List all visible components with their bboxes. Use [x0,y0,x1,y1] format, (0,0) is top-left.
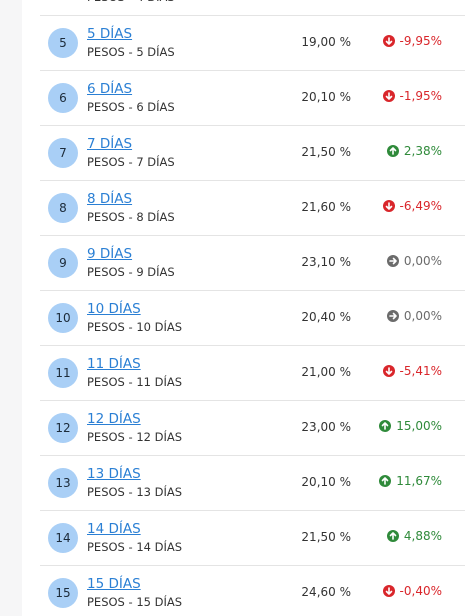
row-subtitle: PESOS - 4 DÍAS [87,0,175,4]
term-link[interactable]: 13 DÍAS [87,466,141,482]
change-cell: -1,95% [382,89,442,103]
trend-icon [386,530,399,542]
change-cell: -0,40% [382,584,442,598]
list-row: PESOS - 4 DÍAS [40,0,465,16]
change-cell: 0,00% [386,254,442,268]
trend-icon [382,200,395,212]
change-cell: -5,41% [382,364,442,378]
rate-value: 19,00 % [301,35,351,49]
term-link[interactable]: 11 DÍAS [87,356,141,372]
trend-icon [379,420,392,432]
trend-icon [382,585,395,597]
term-link[interactable]: 15 DÍAS [87,576,141,592]
rank-badge: 11 [48,358,78,388]
rate-value: 21,50 % [301,530,351,544]
change-value: -0,40% [399,584,442,598]
row-subtitle: PESOS - 11 DÍAS [87,375,183,389]
change-value: 0,00% [403,309,442,323]
row-subtitle: PESOS - 7 DÍAS [87,155,175,169]
change-value: -5,41% [399,364,442,378]
rate-value: 20,40 % [301,310,351,324]
rate-value: 23,00 % [301,420,351,434]
trend-icon [386,310,399,322]
change-value: -9,95% [399,34,442,48]
term-link[interactable]: 5 DÍAS [87,26,133,42]
term-link[interactable]: 9 DÍAS [87,246,133,262]
rate-value: 20,10 % [301,90,351,104]
rate-value: 21,00 % [301,365,351,379]
list-row: 13 13 DÍAS PESOS - 13 DÍAS 20,10 % 11,67% [40,456,465,511]
list-row: 7 7 DÍAS PESOS - 7 DÍAS 21,50 % 2,38% [40,126,465,181]
change-value: 11,67% [396,474,442,488]
row-subtitle: PESOS - 9 DÍAS [87,265,175,279]
list-row: 9 9 DÍAS PESOS - 9 DÍAS 23,10 % 0,00% [40,236,465,291]
row-subtitle: PESOS - 8 DÍAS [87,210,175,224]
list-panel: PESOS - 4 DÍAS 5 5 DÍAS PESOS - 5 DÍAS 19,00… [22,0,465,616]
row-subtitle: PESOS - 12 DÍAS [87,430,183,444]
rank-badge: 12 [48,413,78,443]
term-link[interactable]: 12 DÍAS [87,411,141,427]
rank-badge: 15 [48,578,78,608]
rate-value: 21,60 % [301,200,351,214]
rank-badge: 5 [48,28,78,58]
change-cell: 2,38% [386,144,442,158]
rate-value: 20,10 % [301,475,351,489]
rate-value: 23,10 % [301,255,351,269]
change-cell: -6,49% [382,199,442,213]
trend-icon [379,475,392,487]
list-row: 5 5 DÍAS PESOS - 5 DÍAS 19,00 % -9,95% [40,16,465,71]
row-subtitle: PESOS - 13 DÍAS [87,485,183,499]
trend-icon [386,255,399,267]
term-link[interactable]: 6 DÍAS [87,81,133,97]
rank-badge: 13 [48,468,78,498]
rank-badge: 7 [48,138,78,168]
change-value: 2,38% [403,144,442,158]
row-subtitle: PESOS - 6 DÍAS [87,100,175,114]
trend-icon [382,90,395,102]
list-row: 14 14 DÍAS PESOS - 14 DÍAS 21,50 % 4,88% [40,511,465,566]
row-subtitle: PESOS - 14 DÍAS [87,540,183,554]
change-cell: 15,00% [379,419,442,433]
rank-badge: 10 [48,303,78,333]
list-row: 10 10 DÍAS PESOS - 10 DÍAS 20,40 % 0,00% [40,291,465,346]
term-link[interactable]: 7 DÍAS [87,136,133,152]
rank-badge: 14 [48,523,78,553]
change-value: -1,95% [399,89,442,103]
row-subtitle: PESOS - 15 DÍAS [87,595,183,609]
term-link[interactable]: 10 DÍAS [87,301,141,317]
rate-value: 21,50 % [301,145,351,159]
rank-badge: 9 [48,248,78,278]
change-cell: 0,00% [386,309,442,323]
change-cell: 11,67% [379,474,442,488]
change-value: 15,00% [396,419,442,433]
term-link[interactable]: 8 DÍAS [87,191,133,207]
rank-badge: 6 [48,83,78,113]
change-cell: 4,88% [386,529,442,543]
row-subtitle: PESOS - 10 DÍAS [87,320,183,334]
row-subtitle: PESOS - 5 DÍAS [87,45,175,59]
change-value: 4,88% [403,529,442,543]
trend-icon [382,35,395,47]
change-cell: -9,95% [382,34,442,48]
list-row: 12 12 DÍAS PESOS - 12 DÍAS 23,00 % 15,00% [40,401,465,456]
term-link[interactable]: 14 DÍAS [87,521,141,537]
rate-value: 24,60 % [301,585,351,599]
trend-icon [386,145,399,157]
list-row: 6 6 DÍAS PESOS - 6 DÍAS 20,10 % -1,95% [40,71,465,126]
list-row: 8 8 DÍAS PESOS - 8 DÍAS 21,60 % -6,49% [40,181,465,236]
change-value: 0,00% [403,254,442,268]
rank-badge: 8 [48,193,78,223]
change-value: -6,49% [399,199,442,213]
trend-icon [382,365,395,377]
list-row: 11 11 DÍAS PESOS - 11 DÍAS 21,00 % -5,41% [40,346,465,401]
list-row: 15 15 DÍAS PESOS - 15 DÍAS 24,60 % -0,40% [40,566,465,616]
